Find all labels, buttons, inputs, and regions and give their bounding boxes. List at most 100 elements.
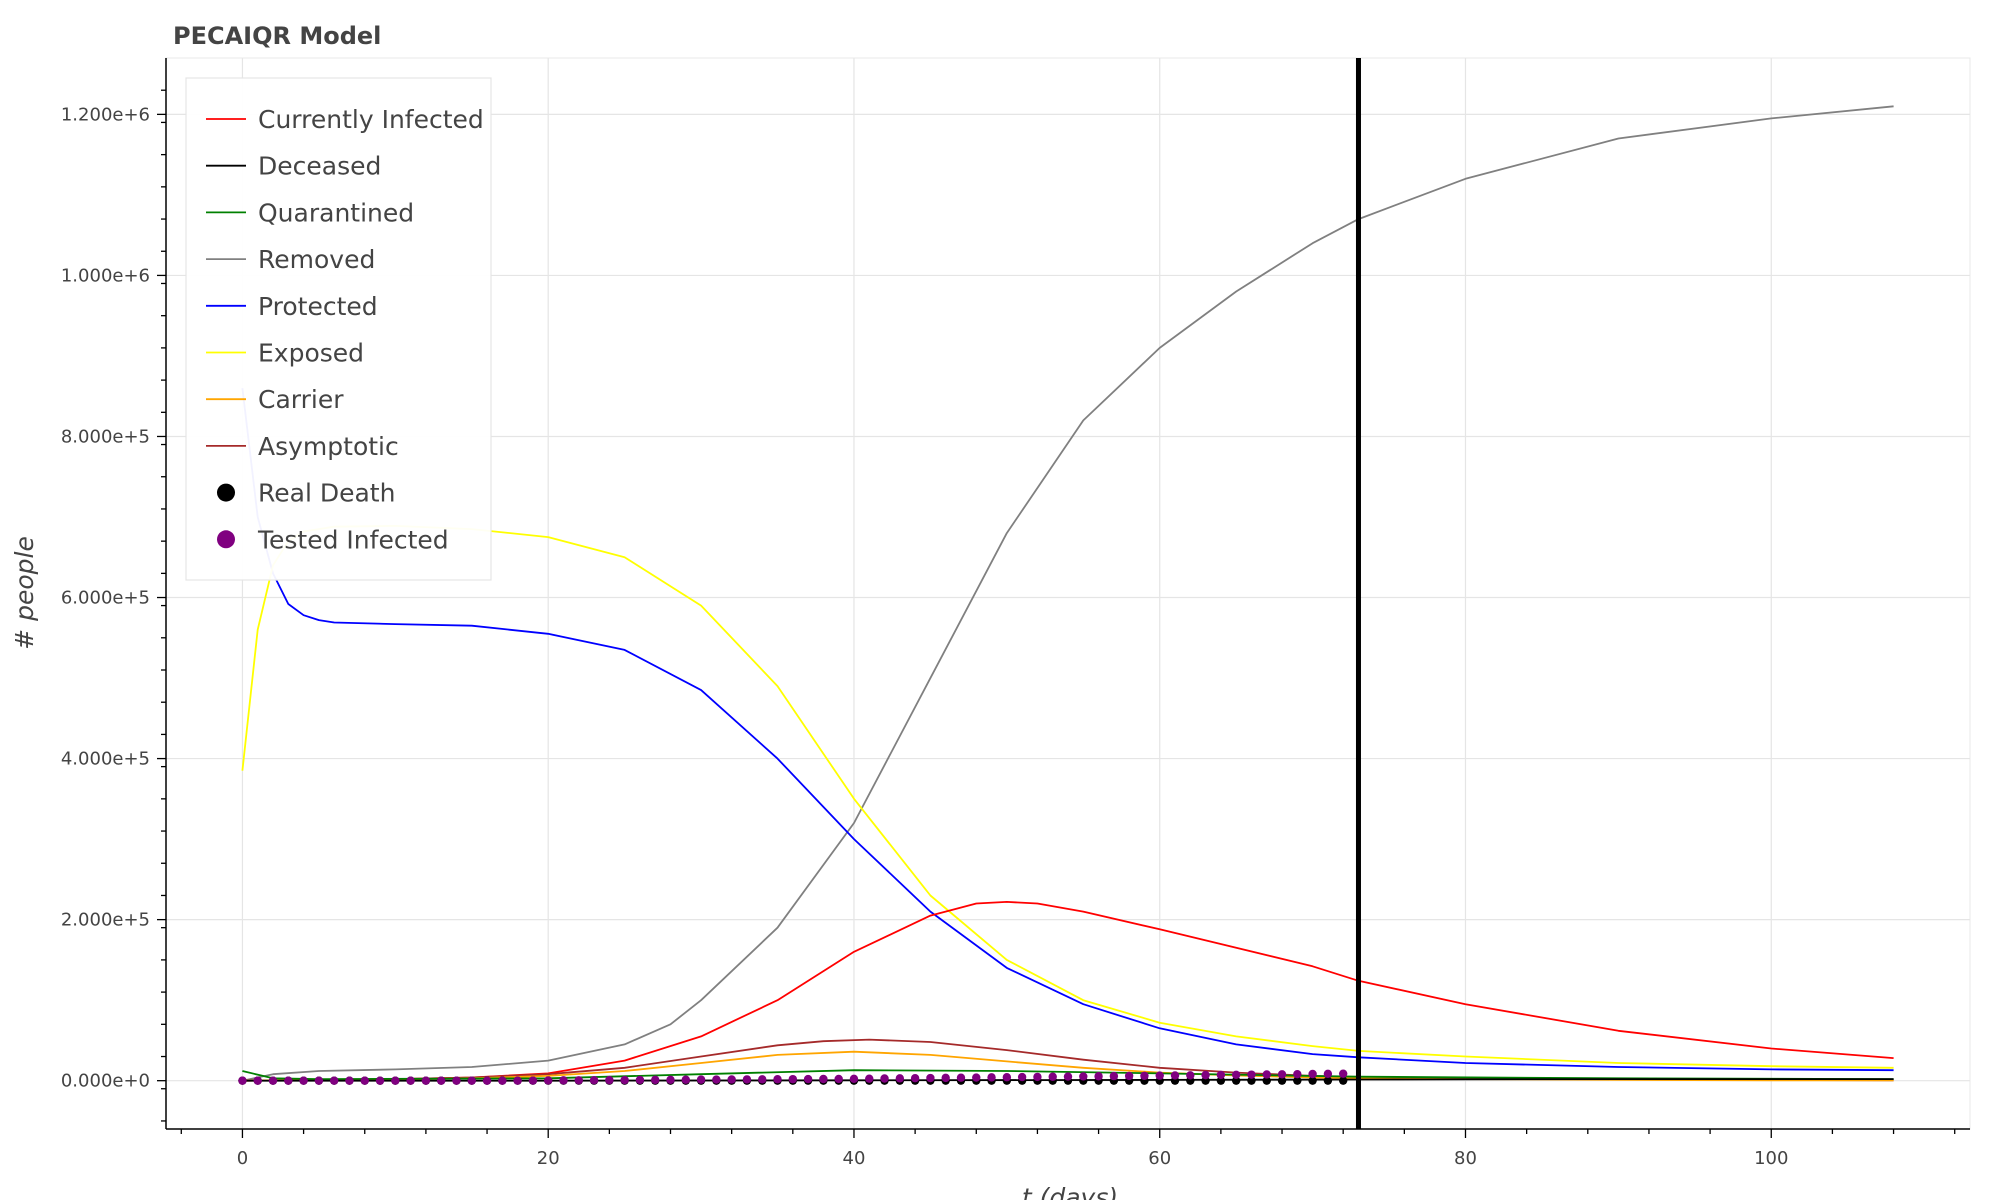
point-tested-infected [1094, 1072, 1103, 1081]
y-tick-label: 2.000e+5 [61, 910, 150, 931]
point-tested-infected [589, 1076, 599, 1085]
x-tick-label: 20 [537, 1148, 560, 1169]
point-tested-infected [910, 1073, 920, 1083]
point-tested-infected [452, 1076, 461, 1085]
point-tested-infected [620, 1075, 629, 1085]
series-line-exposed [241, 525, 1894, 1069]
point-tested-infected [1017, 1072, 1027, 1082]
point-tested-infected [559, 1076, 568, 1085]
legend-label-removed: Removed [258, 245, 375, 274]
point-tested-infected [635, 1075, 645, 1085]
x-tick-label: 60 [1148, 1148, 1171, 1169]
x-tick-label: 100 [1754, 1148, 1788, 1169]
y-tick-label: 0.000e+0 [61, 1071, 150, 1092]
x-axis: 0 20 40 60 80 100 [166, 1128, 1970, 1169]
point-real-death [1338, 1076, 1348, 1085]
point-real-death [1323, 1076, 1333, 1085]
point-tested-infected [1231, 1070, 1241, 1080]
point-tested-infected [1308, 1069, 1317, 1079]
legend-swatch-tested-infected [217, 530, 235, 549]
chart-title: PECAIQR Model [173, 22, 381, 50]
point-tested-infected [1277, 1070, 1287, 1079]
point-tested-infected [482, 1076, 492, 1085]
point-tested-infected [329, 1076, 339, 1085]
point-tested-infected [803, 1074, 813, 1084]
point-tested-infected [696, 1075, 706, 1084]
y-axis-label: # people [10, 536, 39, 650]
point-tested-infected [605, 1075, 614, 1085]
point-real-death [1247, 1076, 1256, 1085]
legend: Currently Infected Deceased Quarantined Rem… [185, 77, 492, 581]
point-tested-infected [1048, 1072, 1057, 1081]
point-tested-infected [788, 1074, 798, 1084]
legend-swatch-real-death [217, 483, 235, 502]
point-tested-infected [299, 1076, 308, 1085]
x-axis-label: t (days) [1022, 1183, 1118, 1200]
point-tested-infected [436, 1076, 446, 1085]
point-tested-infected [421, 1076, 431, 1085]
point-tested-infected [819, 1074, 828, 1084]
legend-label-real-death: Real Death [258, 479, 395, 508]
point-tested-infected [1124, 1071, 1134, 1081]
point-tested-infected [253, 1076, 262, 1085]
point-tested-infected [375, 1076, 385, 1085]
legend-label-protected: Protected [258, 292, 378, 321]
point-tested-infected [345, 1076, 354, 1085]
y-tick-label: 6.000e+5 [61, 588, 150, 609]
point-real-death [1277, 1076, 1287, 1085]
point-tested-infected [238, 1076, 247, 1085]
legend-box [185, 77, 492, 581]
point-tested-infected [1002, 1073, 1012, 1082]
legend-label-deceased: Deceased [258, 152, 381, 181]
point-tested-infected [1140, 1071, 1149, 1080]
y-axis: 0.000e+0 2.000e+5 4.000e+5 6.000e+5 8.000e+5… [61, 58, 167, 1129]
y-tick-label: 1.000e+6 [61, 265, 150, 286]
point-tested-infected [544, 1076, 553, 1085]
point-tested-infected [651, 1075, 660, 1085]
y-tick-label: 8.000e+5 [61, 426, 150, 447]
y-tick-label: 1.200e+6 [61, 104, 150, 125]
point-tested-infected [574, 1076, 583, 1085]
point-tested-infected [467, 1076, 476, 1085]
point-tested-infected [284, 1076, 293, 1085]
point-tested-infected [1079, 1072, 1088, 1081]
point-tested-infected [1109, 1071, 1119, 1081]
point-tested-infected [727, 1075, 736, 1084]
series-line-removed [242, 105, 1894, 1082]
point-tested-infected [712, 1075, 721, 1084]
point-tested-infected [972, 1073, 981, 1082]
point-tested-infected [1155, 1071, 1164, 1080]
legend-label-asymptotic: Asymptotic [258, 432, 399, 461]
point-tested-infected [895, 1074, 905, 1083]
point-real-death [1308, 1076, 1317, 1085]
x-tick-label: 80 [1454, 1148, 1477, 1169]
legend-label-tested-infected: Tested Infected [257, 525, 449, 554]
point-tested-infected [1338, 1069, 1348, 1078]
point-tested-infected [681, 1075, 690, 1084]
point-tested-infected [1216, 1070, 1226, 1080]
point-tested-infected [849, 1074, 859, 1084]
point-tested-infected [880, 1074, 889, 1083]
y-tick-label: 4.000e+5 [61, 749, 150, 770]
point-tested-infected [1063, 1072, 1073, 1081]
point-real-death [1231, 1076, 1241, 1085]
point-tested-infected [1247, 1070, 1256, 1079]
point-tested-infected [773, 1075, 782, 1084]
point-tested-infected [834, 1074, 843, 1084]
legend-label-carrier: Carrier [258, 385, 344, 414]
point-tested-infected [1033, 1072, 1042, 1082]
point-tested-infected [926, 1073, 935, 1083]
legend-label-quarantined: Quarantined [258, 198, 414, 227]
point-real-death [1262, 1076, 1271, 1085]
point-tested-infected [513, 1076, 522, 1085]
point-tested-infected [1170, 1071, 1180, 1080]
point-real-death [1293, 1076, 1302, 1085]
point-tested-infected [1262, 1070, 1271, 1079]
legend-label-currently-infected: Currently Infected [258, 105, 484, 134]
series-points-tested-infected [238, 1069, 1348, 1085]
point-tested-infected [314, 1076, 324, 1085]
point-tested-infected [865, 1074, 874, 1083]
legend-label-exposed: Exposed [258, 339, 364, 368]
point-tested-infected [1293, 1069, 1302, 1079]
